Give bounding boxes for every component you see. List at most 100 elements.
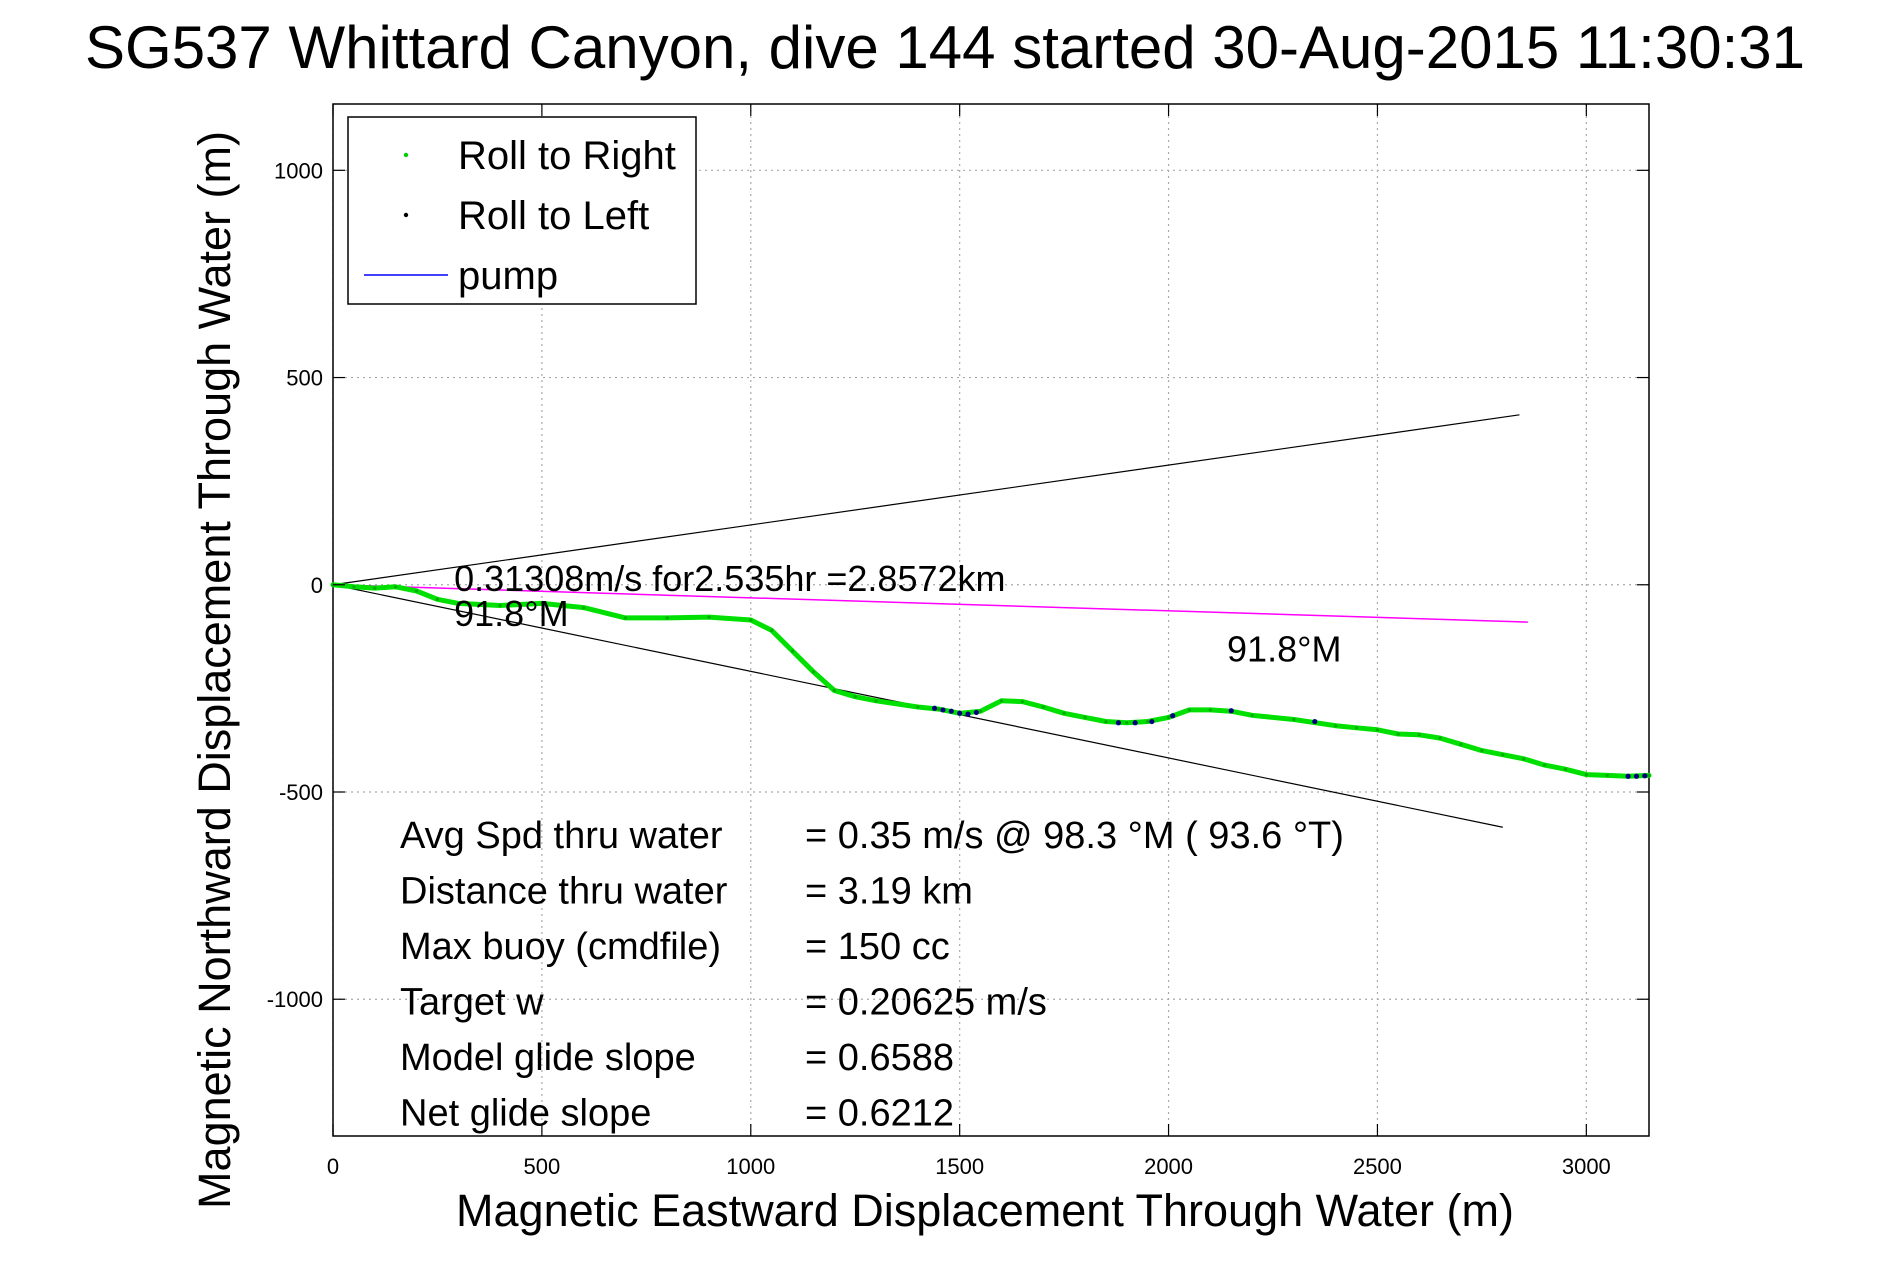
roll-right-point bbox=[1146, 719, 1150, 724]
annotation-text: 91.8°M bbox=[454, 593, 568, 634]
stat-value: = 0.35 m/s @ 98.3 °M ( 93.6 °T) bbox=[805, 815, 1344, 857]
roll-right-point bbox=[1417, 733, 1421, 737]
roll-right-point bbox=[1250, 713, 1254, 717]
roll-left-point bbox=[1228, 708, 1234, 714]
roll-left-point bbox=[973, 709, 979, 716]
roll-right-point bbox=[1522, 757, 1526, 761]
roll-right-point bbox=[937, 707, 941, 711]
roll-right-point bbox=[1104, 719, 1108, 724]
stat-label: Avg Spd thru water bbox=[400, 815, 723, 857]
roll-left-point bbox=[1625, 773, 1631, 779]
roll-right-point bbox=[373, 586, 377, 590]
roll-right-point bbox=[749, 618, 753, 622]
roll-right-point bbox=[1062, 711, 1066, 715]
roll-right-point bbox=[999, 699, 1004, 703]
plot-frame bbox=[332, 103, 1650, 1137]
annotation-text: 0.31308m/s for2.535hr =2.8572km bbox=[454, 558, 1005, 599]
roll-right-point bbox=[811, 670, 816, 674]
legend-entry: Roll to Left bbox=[458, 194, 649, 238]
roll-right-point bbox=[1292, 717, 1296, 722]
roll-right-point bbox=[1334, 724, 1338, 728]
roll-right-point bbox=[1480, 748, 1484, 753]
roll-right-point bbox=[1208, 708, 1212, 712]
roll-right-point bbox=[1041, 705, 1045, 709]
roll-left-point bbox=[1149, 718, 1155, 725]
roll-right-point bbox=[1647, 773, 1651, 778]
roll-right-point bbox=[707, 615, 711, 619]
roll-left-point bbox=[1132, 720, 1138, 726]
y-tick-label: 0 bbox=[311, 573, 323, 598]
roll-right-point bbox=[1020, 700, 1024, 704]
legend-entry: Roll to Right bbox=[458, 134, 676, 178]
stat-label: Target w bbox=[400, 982, 544, 1024]
roll-right-point bbox=[1396, 732, 1400, 736]
x-tick-label: 500 bbox=[524, 1154, 561, 1179]
roll-left-point bbox=[1115, 720, 1122, 726]
chart-title: SG537 Whittard Canyon, dive 144 started … bbox=[85, 14, 1805, 81]
y-tick-label: 1000 bbox=[274, 158, 323, 183]
legend-box bbox=[347, 116, 697, 305]
roll-right-point bbox=[853, 695, 857, 699]
y-axis-label: Magnetic Northward Displacement Through … bbox=[189, 131, 240, 1209]
roll-right-point bbox=[435, 597, 440, 601]
y-tick-label: -500 bbox=[279, 780, 323, 805]
roll-right-point bbox=[665, 616, 669, 620]
roll-right-point bbox=[498, 603, 502, 608]
roll-right-point bbox=[874, 699, 878, 703]
stat-value: = 0.6588 bbox=[805, 1037, 954, 1079]
x-axis-label: Magnetic Eastward Displacement Through W… bbox=[456, 1185, 1514, 1236]
stat-label: Net glide slope bbox=[400, 1093, 651, 1135]
x-tick-label: 1500 bbox=[935, 1154, 984, 1179]
roll-left-point bbox=[957, 710, 963, 716]
roll-right-point bbox=[623, 616, 628, 620]
grid-lines bbox=[332, 104, 1649, 1136]
stat-label: Model glide slope bbox=[400, 1037, 696, 1079]
roll-left-point bbox=[1170, 713, 1176, 719]
annotations: 0.31308m/s for2.535hr =2.8572km91.8°M91.… bbox=[454, 558, 1341, 669]
roll-right-point bbox=[414, 589, 419, 593]
x-tick-label: 2000 bbox=[1144, 1154, 1193, 1179]
roll-left-point bbox=[1312, 718, 1318, 725]
roll-right-point bbox=[1125, 721, 1129, 725]
roll-right-point bbox=[1187, 708, 1192, 712]
roll-right-point bbox=[1166, 715, 1171, 719]
y-tick-label: 500 bbox=[286, 366, 323, 391]
roll-right-point bbox=[456, 601, 460, 606]
y-tick-label: -1000 bbox=[267, 987, 323, 1012]
roll-left-point bbox=[940, 707, 946, 713]
roll-right-point bbox=[1459, 742, 1463, 746]
roll-right-point bbox=[1563, 767, 1568, 771]
series-layer bbox=[330, 582, 1652, 779]
roll-right-point bbox=[1354, 726, 1359, 730]
legend-entry: pump bbox=[458, 254, 558, 298]
roll-left-point bbox=[932, 705, 938, 711]
roll-right-point bbox=[1083, 715, 1087, 719]
roll-left-point bbox=[1642, 773, 1648, 779]
stat-label: Distance thru water bbox=[400, 871, 728, 913]
legend: Roll to Right Roll to Left pump bbox=[347, 116, 697, 305]
stat-value: = 0.20625 m/s bbox=[805, 982, 1047, 1024]
legend-marker bbox=[403, 212, 409, 218]
reference-line bbox=[332, 414, 1520, 586]
stat-value: = 150 cc bbox=[805, 926, 950, 968]
roll-right-point bbox=[582, 605, 586, 610]
legend-marker bbox=[403, 152, 409, 158]
roll-right-point bbox=[916, 705, 920, 709]
roll-right-point bbox=[540, 601, 544, 606]
roll-right-point bbox=[832, 688, 836, 693]
annotation-text: 91.8°M bbox=[1227, 628, 1341, 669]
x-tick-label: 1000 bbox=[726, 1154, 775, 1179]
roll-right-point bbox=[394, 585, 398, 589]
roll-right-point bbox=[1501, 753, 1505, 757]
roll-right-point bbox=[1542, 763, 1547, 767]
tick-labels: 0 500 1000 1500 2000 2500 3000 -1000 -500 0 500 100… bbox=[267, 104, 1649, 1179]
roll-left-point bbox=[965, 711, 971, 717]
stat-value: = 0.6212 bbox=[805, 1093, 954, 1135]
stat-value: = 3.19 km bbox=[805, 871, 973, 913]
roll-right-track bbox=[330, 582, 1652, 779]
roll-right-point bbox=[1605, 773, 1609, 778]
pump-line bbox=[332, 584, 1528, 623]
x-tick-label: 3000 bbox=[1562, 1154, 1611, 1179]
stats-block: Avg Spd thru water = 0.35 m/s @ 98.3 °M (… bbox=[400, 815, 1344, 1135]
